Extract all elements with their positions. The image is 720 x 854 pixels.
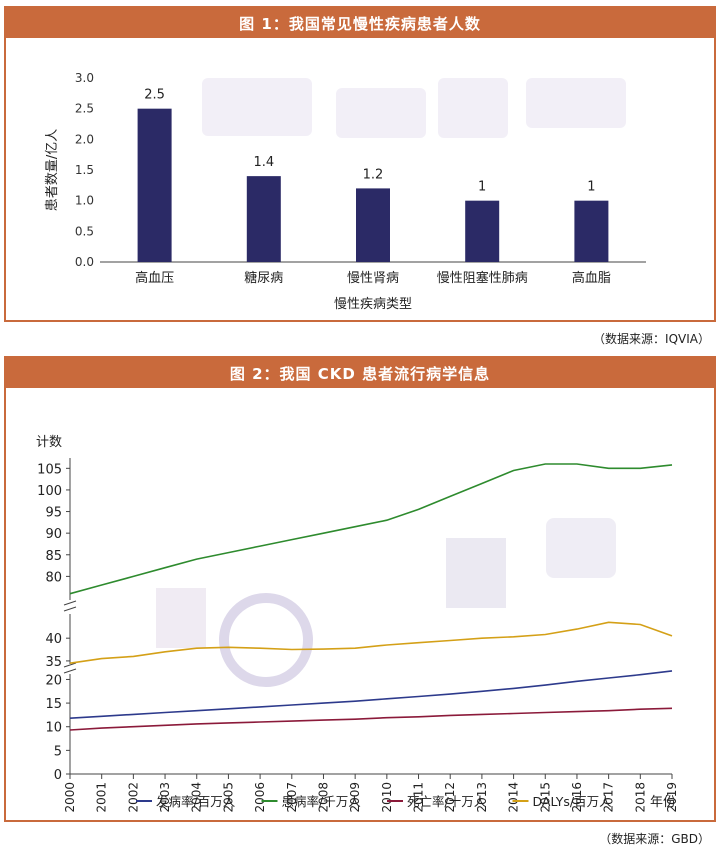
- legend-label: DALYs/百万人: [533, 794, 613, 809]
- x-tick-label: 慢性肾病: [347, 270, 399, 286]
- pie-illustration: [546, 518, 616, 578]
- illustration-1: [336, 88, 426, 138]
- series-line-2: [69, 707, 673, 731]
- y-tick-label: 2.0: [75, 132, 94, 146]
- y-tick-label: 10: [45, 721, 62, 736]
- axis-break-mark-0: [63, 600, 77, 606]
- series-line-1: [69, 463, 673, 595]
- illustration-3: [526, 78, 626, 128]
- chart2-panel: 图 2：我国 CKD 患者流行病学信息 80 85 90 95 100 105 35 40 0 5…: [4, 356, 716, 822]
- y-tick-label: 100: [37, 484, 62, 499]
- x-tick-label: 高血脂: [572, 270, 611, 286]
- y-tick-label: 0.5: [75, 224, 94, 238]
- y-tick-label: 0: [54, 768, 62, 783]
- x-tick-label: 2007: [285, 782, 299, 813]
- bar-value-label: 1: [478, 180, 486, 195]
- x-tick-label: 2010: [380, 782, 394, 813]
- legend-label: 死亡率/十万人: [407, 794, 487, 809]
- magnifier-illustration: [219, 593, 313, 687]
- y-tick-label: 35: [45, 655, 62, 670]
- server-illustration: [446, 538, 506, 608]
- bar-2: [356, 188, 390, 262]
- x-tick-label: 慢性阻塞性肺病: [437, 270, 528, 286]
- x-tick-label: 2003: [158, 782, 172, 813]
- chart1-title: 图 1：我国常见慢性疾病患者人数: [6, 8, 714, 38]
- series-line-0: [69, 670, 673, 719]
- chart1-svg: 0.0 0.5 1.0 1.5 2.0 2.5 3.0 2.5 高血压 1.4 糖尿病 1.2 慢性肾病…: [45, 71, 646, 312]
- axis-break-mark-0b: [63, 606, 77, 612]
- chart2-title: 图 2：我国 CKD 患者流行病学信息: [6, 358, 714, 388]
- y-tick-label: 20: [45, 673, 62, 688]
- x-tick-label: 2015: [538, 782, 552, 813]
- bar-value-label: 1.2: [363, 167, 384, 182]
- chart2-svg: 80 85 90 95 100 105 35 40 0 5 10 15 20 计数 2000 2001 2002…: [36, 435, 679, 813]
- bar-0: [137, 108, 172, 263]
- bar-4: [574, 200, 609, 262]
- legend-label: 发病率/百万人: [156, 794, 236, 809]
- chart2-source: （数据来源：GBD）: [599, 832, 710, 846]
- bar-1: [246, 176, 281, 262]
- y-tick-label: 3.0: [75, 71, 94, 85]
- y-tick-label: 95: [45, 506, 62, 521]
- x-axis-label: 年份: [650, 795, 676, 810]
- illustration-0: [202, 78, 312, 136]
- series-line-3: [69, 621, 673, 664]
- y-tick-label: 0.0: [75, 255, 94, 269]
- x-tick-label: 2009: [348, 782, 362, 813]
- chart1-source: （数据来源：IQVIA）: [593, 332, 710, 346]
- x-tick-label: 高血压: [135, 270, 174, 286]
- x-tick-label: 2014: [507, 782, 521, 813]
- x-tick-label: 2011: [412, 782, 426, 813]
- x-tick-label: 2004: [190, 782, 204, 813]
- y-axis-label: 计数: [36, 435, 62, 450]
- axis-break-mark-1b: [63, 668, 77, 674]
- x-tick-label: 2013: [475, 782, 489, 813]
- y-tick-label: 105: [37, 462, 62, 477]
- y-tick-label: 5: [54, 744, 62, 759]
- x-tick-label: 2001: [95, 782, 109, 813]
- y-tick-label: 1.0: [75, 194, 94, 208]
- illustration-2: [438, 78, 508, 138]
- x-tick-label: 2017: [602, 782, 616, 813]
- x-tick-label: 2005: [221, 782, 235, 813]
- x-tick-label: 2006: [253, 782, 267, 813]
- y-tick-label: 85: [45, 549, 62, 564]
- x-tick-label: 2019: [665, 782, 679, 813]
- x-tick-label: 2016: [570, 782, 584, 813]
- x-tick-label: 2012: [443, 782, 457, 813]
- bar-value-label: 1: [587, 180, 595, 195]
- axis-break-mark-1: [63, 662, 77, 668]
- y-axis-label: 患者数量/亿人: [45, 129, 60, 211]
- x-axis-label: 慢性疾病类型: [334, 296, 412, 312]
- bar-value-label: 2.5: [144, 88, 165, 103]
- x-tick-label: 糖尿病: [244, 270, 283, 286]
- y-tick-label: 90: [45, 527, 62, 542]
- chart1-panel: 图 1：我国常见慢性疾病患者人数 0.0 0.5 1.0 1.5 2.0 2.5 3.0 2.…: [4, 6, 716, 322]
- bars-illustration: [156, 588, 206, 648]
- x-tick-label: 2000: [63, 782, 77, 813]
- x-tick-label: 2018: [633, 782, 647, 813]
- x-tick-label: 2002: [126, 782, 140, 813]
- y-tick-label: 40: [45, 632, 62, 647]
- y-tick-label: 2.5: [75, 102, 94, 116]
- legend-label: 患病率/千万人: [282, 794, 362, 809]
- y-tick-label: 15: [45, 697, 62, 712]
- bar-value-label: 1.4: [253, 155, 274, 170]
- x-tick-label: 2008: [316, 782, 330, 813]
- y-tick-label: 1.5: [75, 163, 94, 177]
- y-tick-label: 80: [45, 570, 62, 585]
- bar-3: [465, 200, 500, 262]
